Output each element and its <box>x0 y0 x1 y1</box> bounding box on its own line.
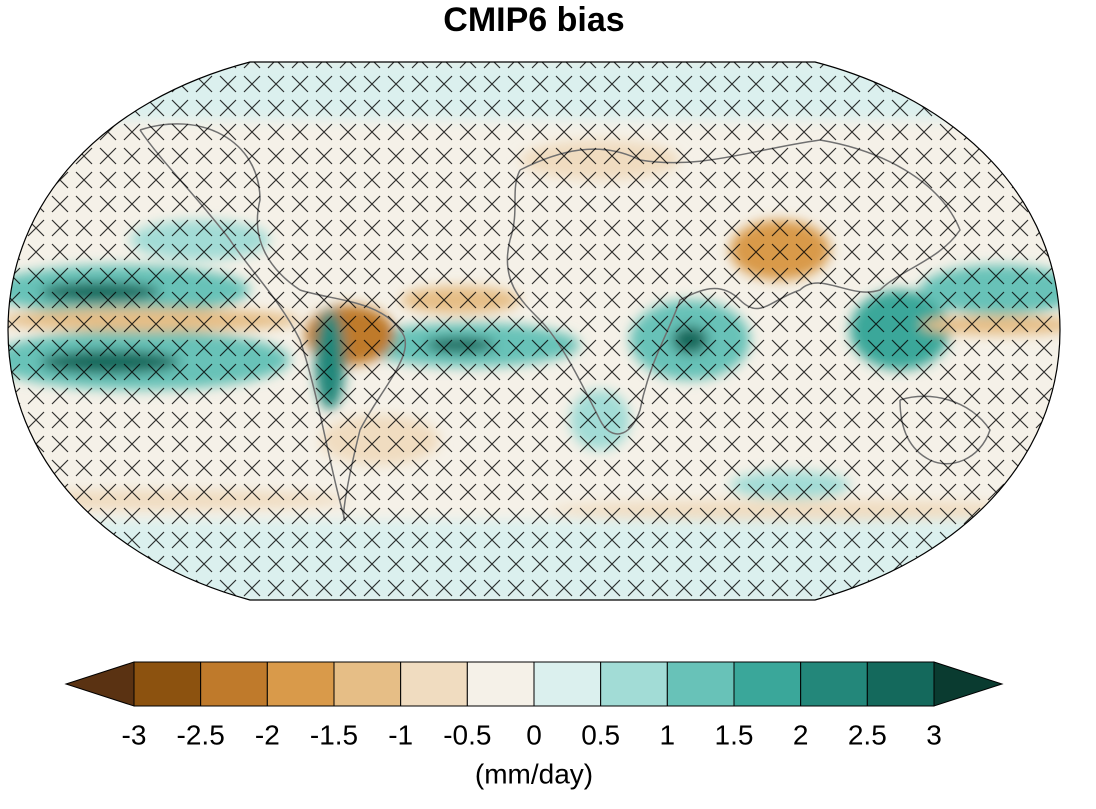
colorbar-extend-high <box>933 661 1004 707</box>
colorbar-tick-label: 0.5 <box>581 719 620 750</box>
colorbar-box <box>200 661 268 707</box>
map-field <box>8 62 1060 600</box>
colorbar: -3 -2.5 -2 -1.5 -1 -0.5 0 0.5 1 1.5 2 2.5 3 <box>64 661 1004 750</box>
colorbar-tick-label: 2 <box>793 719 809 750</box>
colorbar-tick-label: 3 <box>926 719 942 750</box>
colorbar-tick-label: -0.5 <box>443 719 491 750</box>
colorbar-tick-label: -1 <box>388 719 413 750</box>
colorbar-tick-label: -1.5 <box>310 719 358 750</box>
colorbar-tick-label: 1 <box>660 719 676 750</box>
colorbar-box <box>866 661 935 707</box>
map-title: CMIP6 bias <box>443 1 624 39</box>
colorbar-box <box>666 661 735 707</box>
colorbar-box <box>600 661 668 707</box>
colorbar-tick-label: -2.5 <box>177 719 225 750</box>
colorbar-box <box>333 661 402 707</box>
colorbar-tick-label: -3 <box>122 719 147 750</box>
colorbar-box <box>800 661 868 707</box>
map-outline <box>7 61 1061 601</box>
colorbar-box <box>133 661 202 707</box>
significance-hatching <box>8 62 1060 600</box>
colorbar-box <box>266 661 335 707</box>
colorbar-label: (mm/day) <box>475 758 593 789</box>
colorbar-tick-label: 1.5 <box>715 719 754 750</box>
colorbar-box <box>733 661 802 707</box>
colorbar-tick-label: -2 <box>255 719 280 750</box>
colorbar-tick-label: 0 <box>526 719 542 750</box>
colorbar-box <box>466 661 535 707</box>
colorbar-box <box>400 661 468 707</box>
colorbar-extend-low <box>64 661 135 707</box>
colorbar-tick-label: 2.5 <box>848 719 887 750</box>
colorbar-box <box>533 661 602 707</box>
